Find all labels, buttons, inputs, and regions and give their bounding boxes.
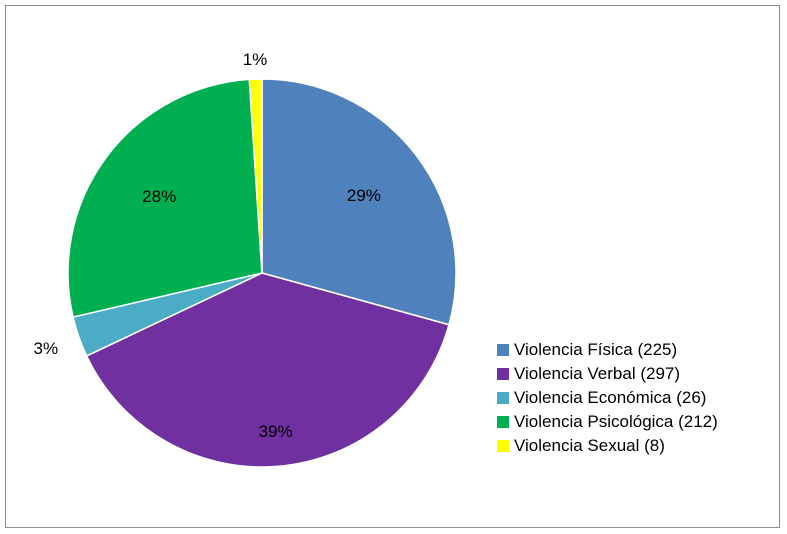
legend-item-violencia-verbal: Violencia Verbal (297)	[497, 362, 718, 386]
legend-swatch	[497, 416, 509, 428]
legend-swatch	[497, 368, 509, 380]
pie-slice-violencia-sexual	[248, 78, 263, 274]
legend-swatch	[497, 440, 509, 452]
pie-slices	[67, 78, 457, 468]
data-label-violencia-economica: 3%	[34, 339, 59, 358]
legend-label: Violencia Sexual (8)	[514, 436, 665, 455]
legend-item-violencia-sexual: Violencia Sexual (8)	[497, 434, 718, 458]
legend: Violencia Física (225) Violencia Verbal …	[497, 338, 718, 458]
pie-data-labels: 29% 39% 3% 28% 1%	[34, 50, 381, 441]
legend-item-violencia-fisica: Violencia Física (225)	[497, 338, 718, 362]
legend-label: Violencia Física (225)	[514, 340, 678, 359]
pie-slice-violencia-psicologica	[67, 78, 263, 318]
legend-swatch	[497, 392, 509, 404]
legend-label: Violencia Verbal (297)	[514, 364, 681, 383]
legend-label: Violencia Económica (26)	[514, 388, 707, 407]
pie-slice-violencia-fisica	[261, 78, 457, 326]
legend-item-violencia-psicologica: Violencia Psicológica (212)	[497, 410, 718, 434]
data-label-violencia-psicologica: 28%	[142, 187, 176, 206]
pie-slice-violencia-verbal	[85, 272, 450, 468]
legend-swatch	[497, 344, 509, 356]
data-label-violencia-fisica: 29%	[347, 186, 381, 205]
data-label-violencia-sexual: 1%	[243, 50, 268, 69]
data-label-violencia-verbal: 39%	[259, 422, 293, 441]
legend-item-violencia-economica: Violencia Económica (26)	[497, 386, 718, 410]
legend-label: Violencia Psicológica (212)	[514, 412, 718, 431]
